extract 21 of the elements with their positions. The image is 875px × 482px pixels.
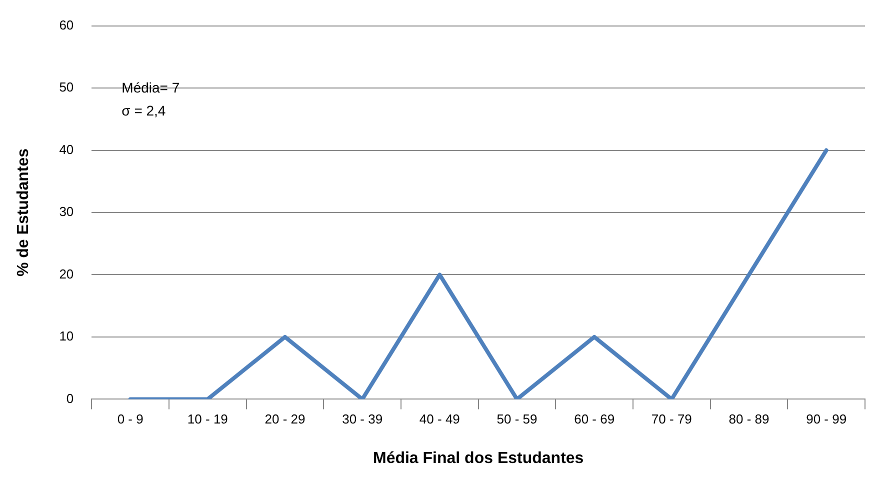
- x-tick-label: 60 - 69: [574, 412, 615, 427]
- x-tick-label: 0 - 9: [117, 412, 144, 427]
- x-tick-label: 70 - 79: [651, 412, 692, 427]
- y-tick-label: 60: [59, 17, 74, 32]
- y-tick-label: 20: [59, 266, 74, 282]
- y-axis-title: % de Estudantes: [15, 148, 32, 277]
- annotation: σ = 2,4: [122, 102, 166, 119]
- x-tick-label: 40 - 49: [419, 412, 460, 427]
- y-tick-label: 50: [59, 80, 74, 95]
- y-tick-label: 30: [59, 204, 74, 220]
- x-tick-label: 90 - 99: [806, 412, 847, 427]
- x-axis-title: Média Final dos Estudantes: [372, 450, 584, 467]
- x-tick-label: 10 - 19: [187, 412, 228, 427]
- x-tick-label: 80 - 89: [728, 412, 770, 427]
- y-tick-label: 10: [59, 328, 74, 344]
- annotation: Média= 7: [122, 80, 180, 96]
- y-tick-label: 40: [59, 142, 74, 157]
- x-tick-label: 20 - 29: [264, 412, 306, 427]
- x-tick-label: 50 - 59: [496, 412, 538, 427]
- y-tick-label: 0: [66, 390, 74, 406]
- x-tick-label: 30 - 39: [342, 412, 383, 427]
